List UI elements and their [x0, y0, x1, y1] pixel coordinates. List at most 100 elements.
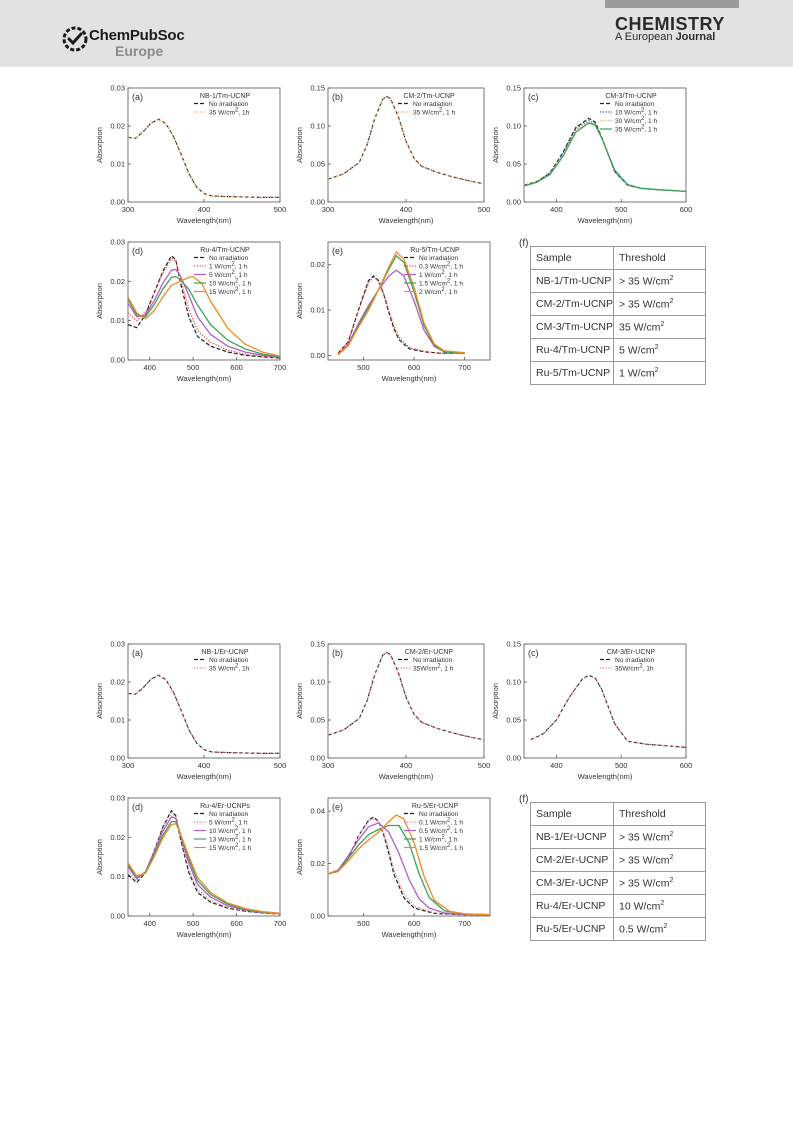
legend-entry: No irradiation [413, 657, 453, 664]
panel-label: (d) [132, 246, 143, 256]
series-line [328, 822, 490, 916]
legend-entry: 15 W/cm2, 1 h [209, 843, 252, 852]
x-tick-label: 500 [187, 363, 200, 372]
x-tick-label: 400 [143, 363, 156, 372]
x-tick-label: 400 [198, 761, 211, 770]
x-axis-label: Wavelength(nm) [578, 216, 633, 225]
er-table-label: (f) [519, 794, 529, 805]
legend-entry: 5 W/cm2, 1 h [209, 270, 248, 279]
table-row: CM-2/Er-UCNP > 35 W/cm2 [530, 848, 706, 872]
sample-cell: Ru-5/Tm-UCNP [530, 361, 614, 385]
sample-cell: Sample [530, 802, 614, 826]
legend-entry: 1.5 W/cm2, 1 h [419, 843, 463, 852]
y-tick-label: 0.00 [506, 754, 521, 763]
series-line [328, 95, 484, 185]
series-line [524, 122, 686, 193]
tm-panel-d-chart: 400 500 600 700 0.00 0.01 0.02 0.03 Wavelength(n… [95, 238, 287, 384]
y-tick-label: 0.15 [506, 640, 521, 649]
y-tick-label: 0.02 [110, 122, 125, 131]
x-tick-label: 700 [274, 363, 287, 372]
series-line [128, 822, 280, 914]
legend-entry: 35W/cm2, 1h [615, 664, 654, 673]
sample-cell: CM-2/Er-UCNP [530, 848, 614, 872]
x-axis-label: Wavelength(nm) [382, 930, 437, 939]
legend-entry: 5 W/cm2, 1 h [209, 818, 248, 827]
series-line [337, 269, 465, 356]
x-tick-label: 500 [274, 761, 287, 770]
series-line [337, 254, 465, 356]
y-axis-label: Absorption [295, 127, 304, 163]
x-tick-label: 600 [408, 363, 421, 372]
x-axis-label: Wavelength(nm) [379, 772, 434, 781]
x-tick-label: 600 [230, 919, 243, 928]
legend-entry: No irradiation [413, 101, 453, 108]
y-tick-label: 0.05 [506, 716, 521, 725]
x-axis-label: Wavelength(nm) [379, 216, 434, 225]
table-row: Ru-5/Er-UCNP 0.5 W/cm2 [530, 917, 706, 941]
chart-title: Ru-4/Tm-UCNP [200, 247, 250, 254]
sample-cell: NB-1/Er-UCNP [530, 825, 614, 849]
x-tick-label: 400 [550, 761, 563, 770]
y-tick-label: 0.00 [110, 912, 125, 921]
legend-entry: 35 W/cm2, 1 h [615, 125, 658, 134]
legend-entry: 35W/cm2, 1 h [413, 664, 454, 673]
brand-name: ChemPubSoc [89, 27, 185, 44]
legend-entry: 2 W/cm2, 1 h [419, 287, 458, 296]
sample-cell: NB-1/Tm-UCNP [530, 269, 614, 293]
y-tick-label: 0.00 [506, 198, 521, 207]
y-tick-label: 0.00 [110, 356, 125, 365]
er-panel-b-chart: 300 400 500 0.00 0.05 0.10 0.15 Wavelength(nm) A… [295, 640, 490, 782]
legend-entry: 0.1 W/cm2, 1 h [419, 818, 463, 827]
x-tick-label: 500 [274, 205, 287, 214]
sample-cell: CM-3/Er-UCNP [530, 871, 614, 895]
y-tick-label: 0.05 [310, 160, 325, 169]
y-tick-label: 0.15 [506, 84, 521, 93]
x-tick-label: 700 [274, 919, 287, 928]
panel-label: (c) [528, 648, 539, 658]
y-tick-label: 0.00 [310, 198, 325, 207]
x-tick-label: 700 [458, 363, 471, 372]
y-tick-label: 0.05 [506, 160, 521, 169]
chart-title: CM-2/Er-UCNP [405, 649, 454, 656]
panel-label: (a) [132, 648, 143, 658]
threshold-cell: Threshold [613, 246, 706, 270]
legend-entry: 1 W/cm2, 1 h [419, 270, 458, 279]
legend-entry: No irradiation [419, 255, 459, 262]
tm-table-label: (f) [519, 238, 529, 249]
series-line [337, 275, 465, 354]
panel-label: (d) [132, 802, 143, 812]
panel-label: (b) [332, 648, 343, 658]
y-tick-label: 0.00 [110, 198, 125, 207]
x-axis-label: Wavelength(nm) [177, 930, 232, 939]
x-tick-label: 400 [198, 205, 211, 214]
legend-entry: 0.3 W/cm2, 1 h [419, 262, 463, 271]
legend-entry: No irradiation [615, 101, 655, 108]
y-axis-label: Absorption [295, 683, 304, 719]
table-row: CM-3/Tm-UCNP 35 W/cm2 [530, 315, 706, 339]
panel-label: (c) [528, 92, 539, 102]
x-tick-label: 400 [550, 205, 563, 214]
legend-entry: 1 W/cm2, 1 h [419, 835, 458, 844]
y-axis-label: Absorption [491, 127, 500, 163]
er-panel-a-chart: 300 400 500 0.00 0.01 0.02 0.03 Wavelength(nm) A… [95, 640, 287, 782]
y-tick-label: 0.03 [110, 640, 125, 649]
y-tick-label: 0.00 [310, 912, 325, 921]
x-tick-label: 500 [478, 205, 491, 214]
y-tick-label: 0.00 [310, 351, 325, 360]
table-row: Ru-4/Er-UCNP 10 W/cm2 [530, 894, 706, 918]
plot-frame [127, 241, 281, 361]
sample-cell: Ru-5/Er-UCNP [530, 917, 614, 941]
y-tick-label: 0.00 [110, 754, 125, 763]
series-line [128, 674, 280, 754]
threshold-cell: 0.5 W/cm2 [613, 917, 706, 941]
table-header-row: Sample Threshold [530, 802, 706, 826]
legend-entry: 0.5 W/cm2, 1 h [419, 826, 463, 835]
x-tick-label: 700 [458, 919, 471, 928]
sample-cell: CM-3/Tm-UCNP [530, 315, 614, 339]
y-tick-label: 0.02 [110, 833, 125, 842]
series-line [524, 121, 686, 192]
y-tick-label: 0.01 [110, 716, 125, 725]
er-panel-c-chart: 400 500 600 0.00 0.05 0.10 0.15 Wavelength(nm) A… [491, 640, 692, 782]
y-tick-label: 0.05 [310, 716, 325, 725]
legend-entry: 1 W/cm2, 1 h [209, 262, 248, 271]
